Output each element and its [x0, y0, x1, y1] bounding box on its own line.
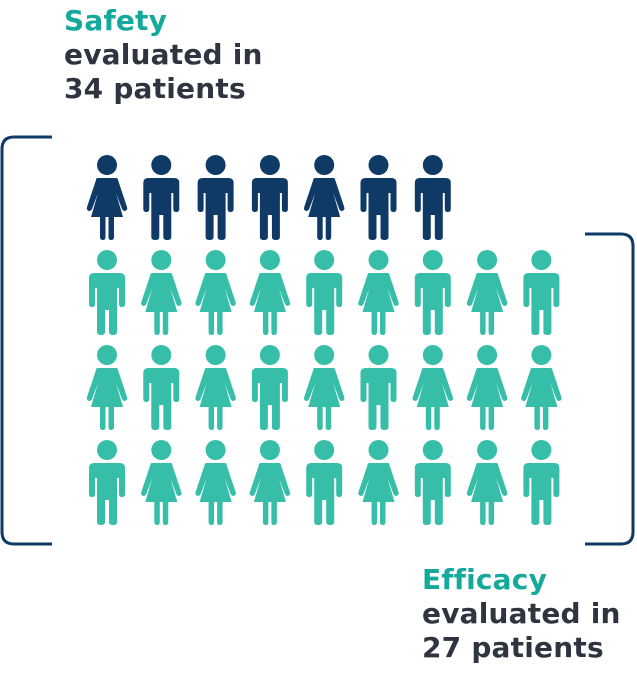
person-icon-safety-only-r1-1	[86, 155, 128, 240]
safety-line-1: evaluated in	[64, 38, 263, 71]
patient-figures	[86, 155, 562, 525]
person-icon-both-r2-1	[89, 250, 125, 335]
person-icon-safety-only-r1-4	[251, 155, 288, 240]
person-icon-both-r3-3	[195, 345, 236, 430]
efficacy-bracket	[585, 232, 635, 546]
person-icon-both-r2-7	[414, 250, 451, 335]
person-icon-both-r4-7	[414, 440, 451, 525]
person-icon-both-r2-5	[306, 250, 343, 335]
person-icon-both-r2-4	[249, 250, 291, 335]
safety-heading: Safety	[64, 4, 168, 37]
safety-bracket	[0, 135, 52, 546]
person-icon-safety-only-r1-5	[303, 155, 345, 240]
person-icon-both-r2-3	[195, 250, 236, 335]
person-icon-both-r4-9	[523, 440, 560, 525]
person-icon-both-r2-2	[141, 250, 182, 335]
person-icon-safety-only-r1-6	[360, 155, 397, 240]
person-icon-both-r2-9	[523, 250, 560, 335]
person-icon-both-r2-6	[358, 250, 399, 335]
efficacy-line-2: 27 patients	[422, 631, 604, 664]
person-icon-both-r4-6	[358, 440, 399, 525]
safety-label: Safety evaluated in 34 patients	[64, 4, 263, 106]
person-icon-both-r4-1	[89, 440, 125, 525]
person-icon-both-r2-8	[466, 250, 508, 335]
person-icon-both-r4-2	[141, 440, 182, 525]
efficacy-line-1: evaluated in	[422, 597, 621, 630]
efficacy-heading: Efficacy	[422, 563, 548, 596]
safety-line-2: 34 patients	[64, 72, 246, 105]
person-icon-both-r3-8	[466, 345, 508, 430]
person-icon-both-r3-7	[412, 345, 454, 430]
efficacy-label: Efficacy evaluated in 27 patients	[422, 563, 621, 665]
person-icon-safety-only-r1-2	[143, 155, 180, 240]
person-icon-both-r3-9	[521, 345, 562, 430]
person-icon-safety-only-r1-7	[414, 155, 451, 240]
person-icon-both-r4-8	[466, 440, 508, 525]
person-icon-both-r4-5	[306, 440, 343, 525]
person-icon-safety-only-r1-3	[197, 155, 234, 240]
person-icon-both-r3-1	[86, 345, 128, 430]
person-icon-both-r3-6	[360, 345, 397, 430]
person-icon-both-r4-4	[249, 440, 291, 525]
person-icon-both-r3-2	[143, 345, 180, 430]
person-icon-both-r3-4	[251, 345, 288, 430]
person-icon-both-r3-5	[303, 345, 345, 430]
person-icon-both-r4-3	[195, 440, 236, 525]
